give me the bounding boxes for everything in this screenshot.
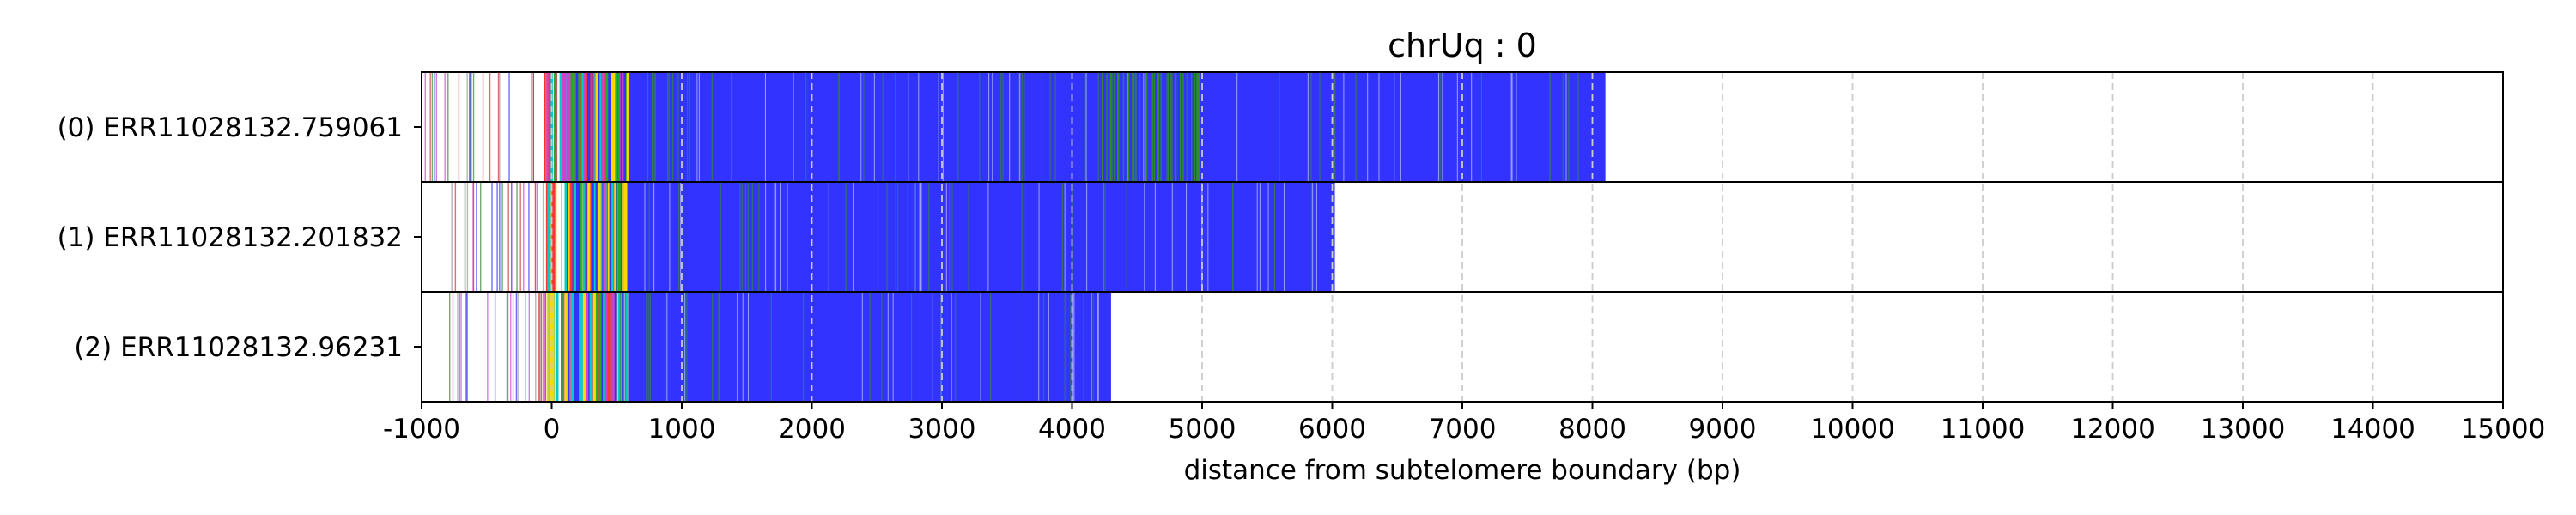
x-tick-label: 15000 xyxy=(2461,414,2546,445)
x-tick-label: 9000 xyxy=(1689,414,1757,445)
x-tick-label: 0 xyxy=(544,414,561,445)
label-layer: (0) ERR11028132.759061 (1) ERR11028132.20… xyxy=(58,112,422,363)
read-label: (1) ERR11028132.201832 xyxy=(58,222,403,253)
read-layer xyxy=(424,73,1606,401)
x-tick-label: 6000 xyxy=(1298,414,1366,445)
x-tick-label: 14000 xyxy=(2330,414,2415,445)
x-tick-label: 11000 xyxy=(1941,414,2026,445)
x-tick-label: 12000 xyxy=(2070,414,2155,445)
x-tick-label: 5000 xyxy=(1169,414,1236,445)
read-track-1 xyxy=(451,183,1335,291)
x-tick-label: 13000 xyxy=(2201,414,2286,445)
grid-layer xyxy=(550,72,2374,402)
read-track-0 xyxy=(424,73,1606,181)
x-tick-label: 1000 xyxy=(648,414,716,445)
read-label: (2) ERR11028132.96231 xyxy=(74,332,403,363)
x-tick-label: 4000 xyxy=(1038,414,1106,445)
tick-layer: -1000 0 1000 2000 3000 4000 5000 6000 7000 8000 90… xyxy=(383,402,2545,445)
read-label: (0) ERR11028132.759061 xyxy=(58,112,403,143)
chart-title: chrUq : 0 xyxy=(1388,27,1537,64)
x-tick-label: 2000 xyxy=(778,414,846,445)
x-tick-label: 3000 xyxy=(908,414,976,445)
x-tick-label: 10000 xyxy=(1810,414,1895,445)
x-tick-label: -1000 xyxy=(383,414,460,445)
x-axis-label: distance from subtelomere boundary (bp) xyxy=(1184,455,1741,486)
read-2-bar xyxy=(564,293,1111,401)
x-tick-label: 8000 xyxy=(1558,414,1626,445)
read-track-2 xyxy=(449,293,1111,401)
x-tick-label: 7000 xyxy=(1429,414,1497,445)
